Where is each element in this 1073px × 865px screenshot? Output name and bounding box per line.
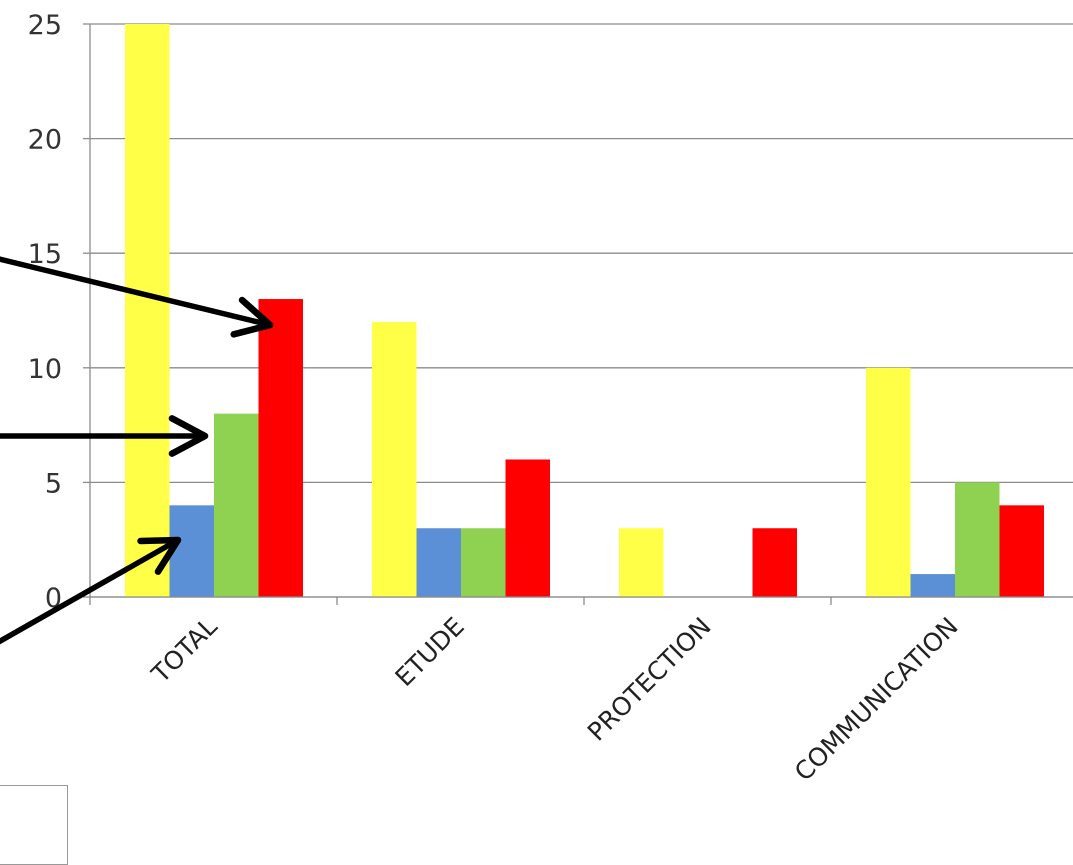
category-label: PROTECTION [582,612,717,747]
bar-communication-series-1 [866,367,911,597]
bar-total-series-1 [125,24,170,597]
bar-etude-series-2 [416,528,461,597]
x-axis-labels: TOTAL ETUDE PROTECTION COMMUNICATION [145,612,963,787]
bar-etude-series-3 [461,528,506,597]
bar-total-series-2 [169,505,214,597]
category-label: ETUDE [390,612,470,692]
annotation-arrows [0,256,274,645]
bar-etude-series-1 [372,321,417,597]
annotation-arrow-1 [0,256,274,338]
legend-box [0,785,68,865]
bar-etude-series-4 [505,459,550,597]
bar-total-series-4 [258,299,303,597]
bar-protection-series-4 [752,528,797,597]
y-tick-label: 20 [28,125,62,156]
x-axis [89,596,1073,605]
annotation-arrow-3 [0,536,182,645]
bars [125,24,1044,597]
category-label: TOTAL [145,612,222,689]
bar-protection-series-1 [619,528,664,597]
bar-total-series-3 [214,413,259,597]
y-tick-label: 5 [45,468,62,499]
bar-communication-series-2 [910,574,955,597]
y-tick-label: 10 [28,354,62,385]
y-tick-label: 25 [28,10,62,41]
bar-communication-series-3 [955,482,1000,597]
category-label: COMMUNICATION [789,612,964,787]
bar-communication-series-4 [999,505,1044,597]
